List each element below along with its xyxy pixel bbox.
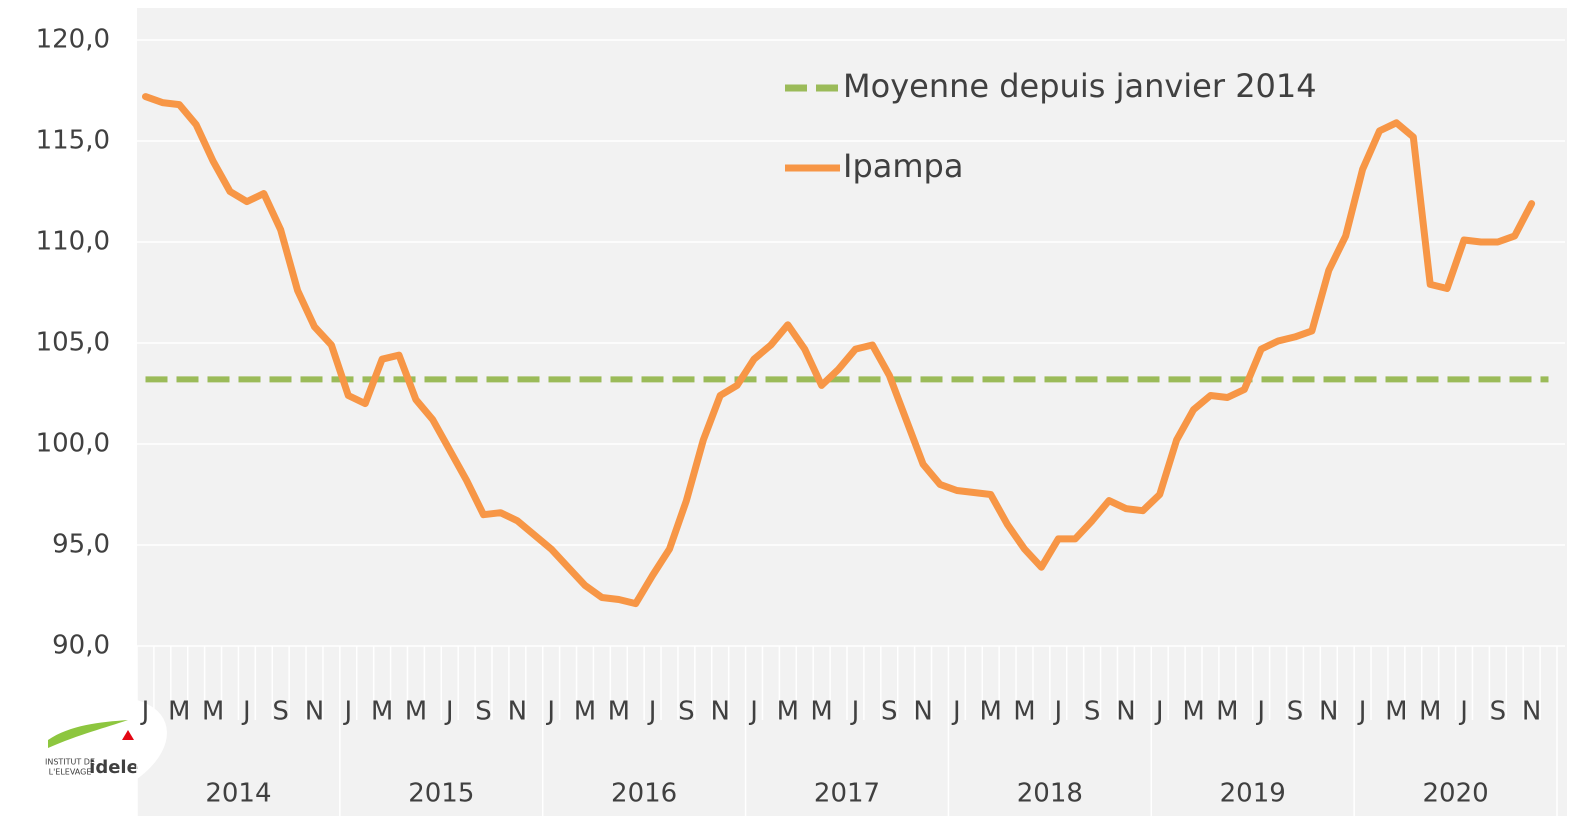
x-tick-label: S bbox=[1287, 697, 1304, 727]
x-tick-label: J bbox=[1357, 697, 1367, 727]
x-tick-label: M bbox=[202, 697, 224, 727]
x-tick-label: M bbox=[608, 697, 630, 727]
logo-swoosh bbox=[48, 720, 128, 748]
year-label: 2020 bbox=[1422, 779, 1488, 809]
x-tick-label: S bbox=[1084, 697, 1101, 727]
x-tick-label: M bbox=[574, 697, 596, 727]
x-tick-label: J bbox=[748, 697, 758, 727]
x-tick-label: S bbox=[475, 697, 492, 727]
x-tick-label: N bbox=[508, 697, 527, 727]
y-tick-label: 115,0 bbox=[36, 126, 110, 156]
series-line bbox=[142, 93, 1536, 608]
x-tick-label: S bbox=[881, 697, 898, 727]
x-tick-label: J bbox=[342, 697, 352, 727]
x-tick-label: J bbox=[545, 697, 555, 727]
x-tick-label: J bbox=[140, 697, 150, 727]
year-label: 2018 bbox=[1017, 779, 1083, 809]
x-tick-label: J bbox=[951, 697, 961, 727]
year-label: 2017 bbox=[814, 779, 880, 809]
x-tick-label: N bbox=[913, 697, 932, 727]
x-tick-label: J bbox=[1458, 697, 1468, 727]
x-tick-label: M bbox=[777, 697, 799, 727]
x-tick-label: M bbox=[810, 697, 832, 727]
x-tick-label: J bbox=[1154, 697, 1164, 727]
year-label: 2016 bbox=[611, 779, 677, 809]
logo: INSTITUT DE L'ELEVAGE idele bbox=[13, 697, 167, 803]
year-label: 2015 bbox=[408, 779, 474, 809]
x-tick-label: N bbox=[1116, 697, 1135, 727]
y-tick-label: 95,0 bbox=[52, 530, 110, 560]
y-tick-label: 110,0 bbox=[36, 227, 110, 257]
y-tick-label: 90,0 bbox=[52, 631, 110, 661]
logo-drop bbox=[122, 730, 134, 740]
x-tick-label: M bbox=[1419, 697, 1441, 727]
logo-text: INSTITUT DE bbox=[45, 758, 95, 767]
year-label: 2019 bbox=[1220, 779, 1286, 809]
legend-label: Ipampa bbox=[843, 147, 963, 185]
x-tick-label: S bbox=[678, 697, 695, 727]
x-tick-label: N bbox=[1319, 697, 1338, 727]
y-tick-label: 120,0 bbox=[36, 25, 110, 55]
x-tick-label: S bbox=[272, 697, 289, 727]
logo-brand: idele bbox=[89, 757, 139, 778]
legend-label: Moyenne depuis janvier 2014 bbox=[843, 67, 1317, 105]
x-tick-label: M bbox=[371, 697, 393, 727]
x-tick-label: J bbox=[444, 697, 454, 727]
x-tick-label: N bbox=[305, 697, 324, 727]
x-tick-label: M bbox=[168, 697, 190, 727]
y-tick-label: 105,0 bbox=[36, 328, 110, 358]
y-tick-label: 100,0 bbox=[36, 429, 110, 459]
logo-text: L'ELEVAGE bbox=[49, 768, 92, 777]
x-tick-label: J bbox=[850, 697, 860, 727]
x-tick-label: N bbox=[710, 697, 729, 727]
year-label: 2014 bbox=[205, 779, 271, 809]
x-tick-label: M bbox=[1385, 697, 1407, 727]
x-tick-label: N bbox=[1522, 697, 1541, 727]
x-tick-label: J bbox=[1255, 697, 1265, 727]
x-tick-label: M bbox=[979, 697, 1001, 727]
x-tick-label: J bbox=[241, 697, 251, 727]
plot-bg bbox=[137, 8, 1567, 816]
x-tick-label: M bbox=[1013, 697, 1035, 727]
x-tick-label: S bbox=[1490, 697, 1507, 727]
x-tick-label: J bbox=[647, 697, 657, 727]
x-tick-label: M bbox=[1182, 697, 1204, 727]
x-tick-label: J bbox=[1052, 697, 1062, 727]
logo-bg bbox=[13, 697, 167, 803]
x-tick-label: M bbox=[1216, 697, 1238, 727]
x-tick-label: M bbox=[405, 697, 427, 727]
